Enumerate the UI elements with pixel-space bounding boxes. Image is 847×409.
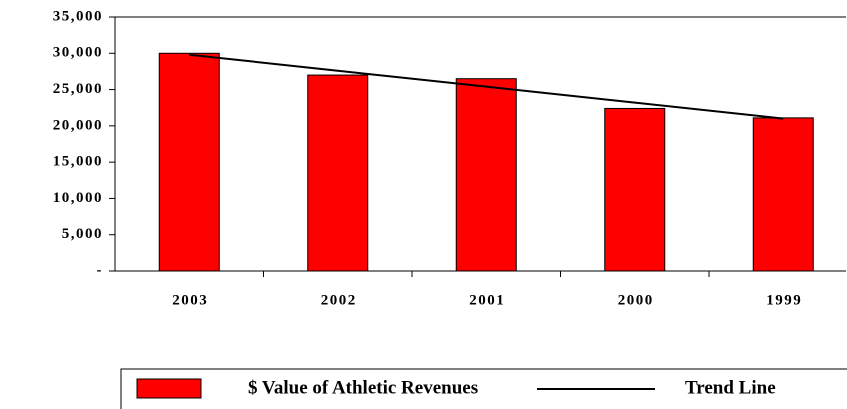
y-tick-label: 30,000 (53, 45, 103, 61)
x-tick-label: 2001 (469, 292, 505, 308)
legend-swatch (136, 378, 202, 399)
y-tick-label: 15,000 (53, 154, 103, 170)
x-tick-label: 2002 (321, 292, 357, 308)
y-tick-label: 5,000 (62, 226, 103, 242)
legend-label: Trend Line (685, 377, 776, 398)
x-tick-label: 2000 (618, 292, 654, 308)
y-tick-label: 20,000 (53, 117, 103, 133)
y-tick-label: 25,000 (53, 81, 103, 97)
y-tick-label: 35,000 (53, 8, 103, 24)
x-tick-label: 2003 (172, 292, 208, 308)
bar (752, 117, 814, 272)
bar (158, 52, 220, 272)
bar (307, 74, 369, 272)
bar (604, 107, 666, 272)
legend-label: $ Value of Athletic Revenues (248, 377, 478, 398)
trend-line (189, 53, 784, 120)
bar (455, 78, 517, 272)
x-tick-label: 1999 (766, 292, 802, 308)
legend-box (120, 368, 847, 409)
y-tick-label: - (97, 262, 104, 278)
y-tick-label: 10,000 (53, 190, 103, 206)
